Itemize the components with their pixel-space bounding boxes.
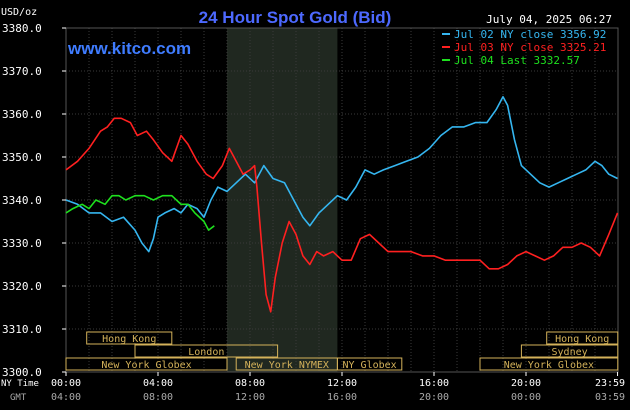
session-hong-kong: Hong Kong [86, 331, 173, 345]
x-tick-label-ny: 23:59 [595, 378, 625, 389]
session-new-york-globex: New York Globex [479, 357, 619, 371]
y-tick-label: 3310.0 [2, 323, 42, 336]
session-box [546, 331, 619, 345]
series-line-1 [65, 96, 618, 253]
x-tick-label-ny: 12:00 [327, 378, 357, 389]
y-tick-label: 3360.0 [2, 108, 42, 121]
session-hong-kong: Hong Kong [546, 331, 619, 345]
session-box [65, 357, 228, 371]
legend-label: Jul 02 NY close 3356.92 [454, 28, 606, 41]
legend-entry-3: Jul 04 Last 3332.57 [442, 54, 580, 67]
x-axis: 00:00 04:00 04:00 08:00 08:00 12:00 12:00 16:00… [51, 372, 625, 403]
session-box [86, 331, 173, 345]
x-tick-label-gmt: 04:00 [51, 392, 81, 403]
y-axis: 3380.0 3370.0 3360.0 3350.0 3340.0 3330.0 3320… [2, 22, 66, 379]
session-new-york-nymex: New York NYMEX [235, 357, 338, 371]
x-tick-label-gmt: 03:59 [595, 392, 625, 403]
session-box [479, 357, 619, 371]
session-label: New York NYMEX [245, 360, 329, 371]
legend-label: Jul 03 NY close 3325.21 [454, 41, 606, 54]
session-sydney: Sydney [520, 344, 619, 358]
series-line-3 [65, 194, 215, 231]
x-tick-label-ny: 20:00 [511, 378, 541, 389]
x-tick-label-ny: 16:00 [419, 378, 449, 389]
x-tick-label-ny: 08:00 [235, 378, 265, 389]
session-label: Sydney [552, 347, 588, 358]
session-label: New York Globex [504, 360, 594, 371]
y-tick-label: 3380.0 [2, 22, 42, 35]
y-tick-label: 3340.0 [2, 194, 42, 207]
session-label: Hong Kong [102, 334, 156, 345]
y-axis-unit-label: USD/oz [1, 7, 37, 18]
y-tick-label: 3370.0 [2, 65, 42, 78]
session-new-york-globex: New York Globex [65, 357, 228, 371]
session-label: London [188, 347, 224, 358]
y-tick-label: 3350.0 [2, 151, 42, 164]
chart-title: 24 Hour Spot Gold (Bid) [199, 8, 392, 27]
x-tick-label-gmt: 00:00 [511, 392, 541, 403]
site-logo-text: www.kitco.com [67, 39, 191, 58]
x-tick-label-gmt: 16:00 [327, 392, 357, 403]
session-label: NY Globex [343, 360, 397, 371]
timestamp-label: July 04, 2025 06:27 [486, 13, 612, 26]
price-series [65, 96, 619, 313]
trading-sessions: Hong Kong London New York Globex New York N… [65, 331, 619, 371]
session-label: New York Globex [101, 360, 191, 371]
session-label: Hong Kong [555, 334, 609, 345]
y-tick-label: 3330.0 [2, 237, 42, 250]
session-box [336, 357, 403, 371]
session-box [520, 344, 619, 358]
x-tick-label-ny: 00:00 [51, 378, 81, 389]
session-ny-globex: NY Globex [336, 357, 403, 371]
session-box [134, 344, 279, 358]
legend-label: Jul 04 Last 3332.57 [454, 54, 580, 67]
session-london: London [134, 344, 279, 358]
x-tick-label-gmt: 12:00 [235, 392, 265, 403]
y-tick-label: 3320.0 [2, 280, 42, 293]
x-tick-label-gmt: 20:00 [419, 392, 449, 403]
y-tick-label: 3300.0 [2, 366, 42, 379]
x-tick-label-ny: 04:00 [143, 378, 173, 389]
ny-time-row-label: NY Time [1, 379, 39, 389]
legend-entry-1: Jul 02 NY close 3356.92 [442, 28, 606, 41]
gmt-row-label: GMT [10, 393, 27, 403]
series-line-2 [65, 117, 619, 313]
x-tick-label-gmt: 08:00 [143, 392, 173, 403]
legend-entry-2: Jul 03 NY close 3325.21 [442, 41, 606, 54]
